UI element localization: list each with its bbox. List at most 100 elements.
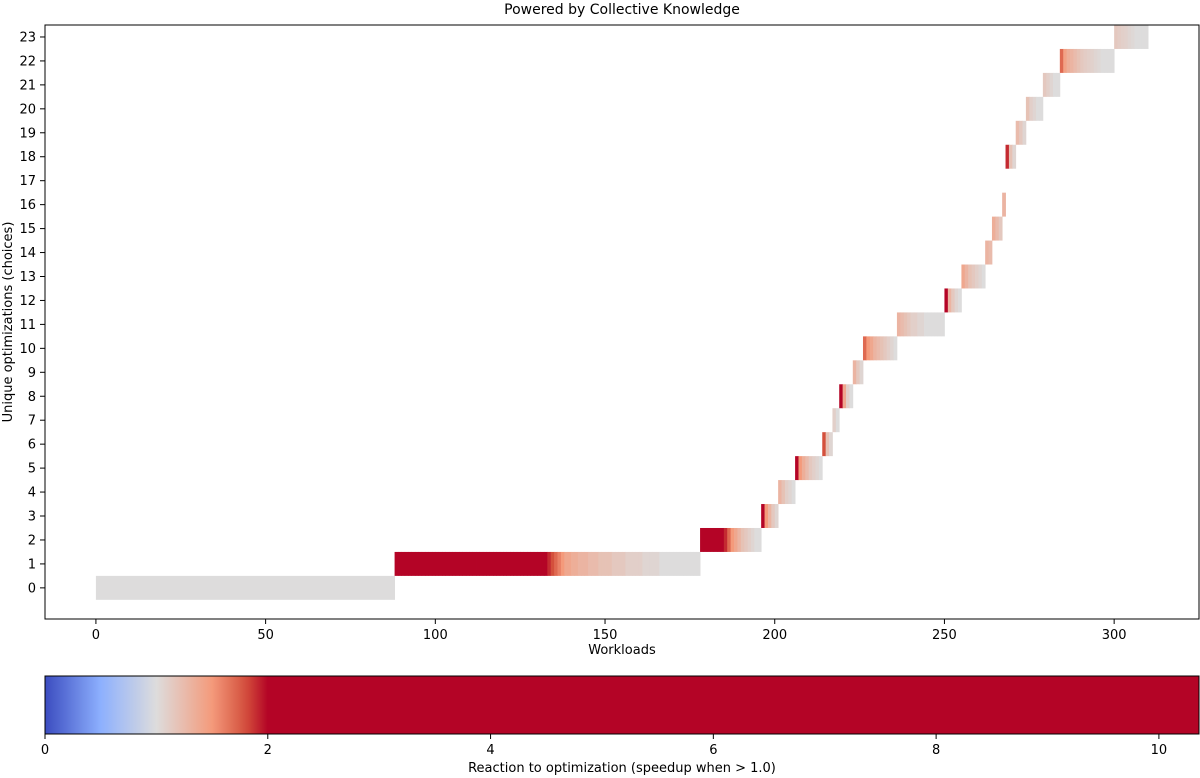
heatmap-cell — [594, 551, 599, 576]
colorbar-ticks: 0 2 4 6 8 10 — [41, 734, 1167, 758]
heatmap-cell — [1134, 25, 1139, 49]
y-tick-label: 17 — [19, 174, 36, 189]
heatmap-cell — [985, 240, 989, 265]
colorbar-label: Reaction to optimization (speedup when >… — [468, 761, 776, 776]
heatmap-cell — [588, 551, 592, 576]
heatmap-cell — [526, 551, 531, 576]
heatmap-cell — [598, 551, 603, 576]
y-tick-label: 6 — [28, 438, 36, 453]
heatmap-cell — [859, 360, 864, 385]
heatmap-cell — [1059, 48, 1064, 73]
heatmap-cell — [659, 551, 664, 576]
heatmap-cell — [947, 288, 952, 313]
heatmap-cell — [815, 456, 820, 481]
y-tick-label: 11 — [19, 318, 36, 333]
heatmap-cell — [1063, 48, 1068, 73]
heatmap-cell — [1012, 144, 1017, 169]
heatmap-cell — [397, 551, 402, 576]
colorbar-tick-label: 0 — [41, 743, 49, 758]
heatmap-cell — [1036, 96, 1040, 121]
y-tick-label: 15 — [19, 222, 36, 237]
heatmap-cell — [1097, 48, 1101, 73]
heatmap-cell — [513, 551, 518, 576]
heatmap-cell — [788, 480, 793, 505]
heatmap-cell — [618, 551, 623, 576]
colorbar-tick-label: 10 — [1151, 743, 1168, 758]
heatmap-cell — [917, 312, 922, 337]
heatmap-cell — [632, 551, 636, 576]
heatmap-cell — [1039, 96, 1044, 121]
heatmap-cell — [672, 551, 677, 576]
heatmap-cell — [849, 384, 854, 409]
y-tick-label: 21 — [19, 78, 36, 93]
heatmap-cell — [1093, 48, 1098, 73]
colorbar-tick-label: 8 — [932, 743, 940, 758]
heatmap-cell — [411, 551, 416, 576]
heatmap-cell — [998, 216, 1003, 241]
heatmap-cell — [523, 551, 528, 576]
heatmap-cell — [710, 527, 715, 552]
heatmap-cell — [635, 551, 640, 576]
heatmap-cell — [1137, 25, 1142, 49]
heatmap-cell — [486, 551, 491, 576]
heatmap-cell — [964, 264, 969, 289]
heatmap-cell — [567, 551, 572, 576]
heatmap-cell — [503, 551, 507, 576]
chart-title: Powered by Collective Knowledge — [504, 2, 740, 18]
heatmap-cell — [1042, 72, 1047, 97]
heatmap-cell — [1066, 48, 1071, 73]
heatmap-cell — [883, 336, 888, 361]
heatmap-cell — [1090, 48, 1095, 73]
heatmap-cell — [1056, 72, 1061, 97]
heatmap-cell — [686, 551, 691, 576]
y-tick-label: 2 — [28, 533, 36, 548]
heatmap-cell — [1070, 48, 1074, 73]
heatmap-cell — [666, 551, 670, 576]
heatmap-cell — [581, 551, 586, 576]
heatmap-cell — [476, 551, 480, 576]
heatmap-cell — [896, 312, 901, 337]
heatmap-cell — [683, 551, 687, 576]
heatmap-cell — [927, 312, 932, 337]
heatmap-cell — [924, 312, 928, 337]
heatmap-cell — [937, 312, 942, 337]
heatmap-cell — [1110, 48, 1115, 73]
y-tick-label: 7 — [28, 414, 36, 429]
heatmap-cell — [1019, 120, 1023, 145]
heatmap-cell — [537, 551, 541, 576]
heatmap-cell — [893, 336, 898, 361]
heatmap-cell — [520, 551, 524, 576]
y-tick-label: 12 — [19, 294, 36, 309]
heatmap-cell — [472, 551, 477, 576]
heatmap-cell — [638, 551, 643, 576]
heatmap-cell — [574, 551, 579, 576]
heatmap-cell — [750, 527, 755, 552]
heatmap-cell — [584, 551, 589, 576]
heatmap-cell — [995, 216, 1000, 241]
heatmap-cell — [696, 551, 701, 576]
colorbar-tick-label: 4 — [486, 743, 494, 758]
heatmap-cell — [886, 336, 891, 361]
heatmap-cell — [913, 312, 918, 337]
heatmap-cell — [1083, 48, 1088, 73]
heatmap-cell — [1049, 72, 1054, 97]
heatmap-cell — [842, 384, 847, 409]
heatmap-cell — [652, 551, 657, 576]
heatmap-cell — [873, 336, 877, 361]
heatmap-cell — [717, 527, 721, 552]
heatmap-cell — [781, 480, 786, 505]
heatmap-cell — [1127, 25, 1132, 49]
heatmap-cell — [846, 384, 850, 409]
y-tick-label: 13 — [19, 270, 36, 285]
y-axis-label: Unique optimizations (choices) — [1, 222, 16, 423]
y-tick-label: 22 — [19, 54, 36, 69]
heatmap-cell — [974, 264, 979, 289]
heatmap-cell — [890, 336, 894, 361]
heatmap-cell — [506, 551, 511, 576]
heatmap-cell — [455, 551, 460, 576]
heatmap-cell — [801, 456, 806, 481]
heatmap-cell — [1120, 25, 1125, 49]
heatmap-cell — [499, 551, 504, 576]
heatmap-cells — [95, 25, 1149, 600]
